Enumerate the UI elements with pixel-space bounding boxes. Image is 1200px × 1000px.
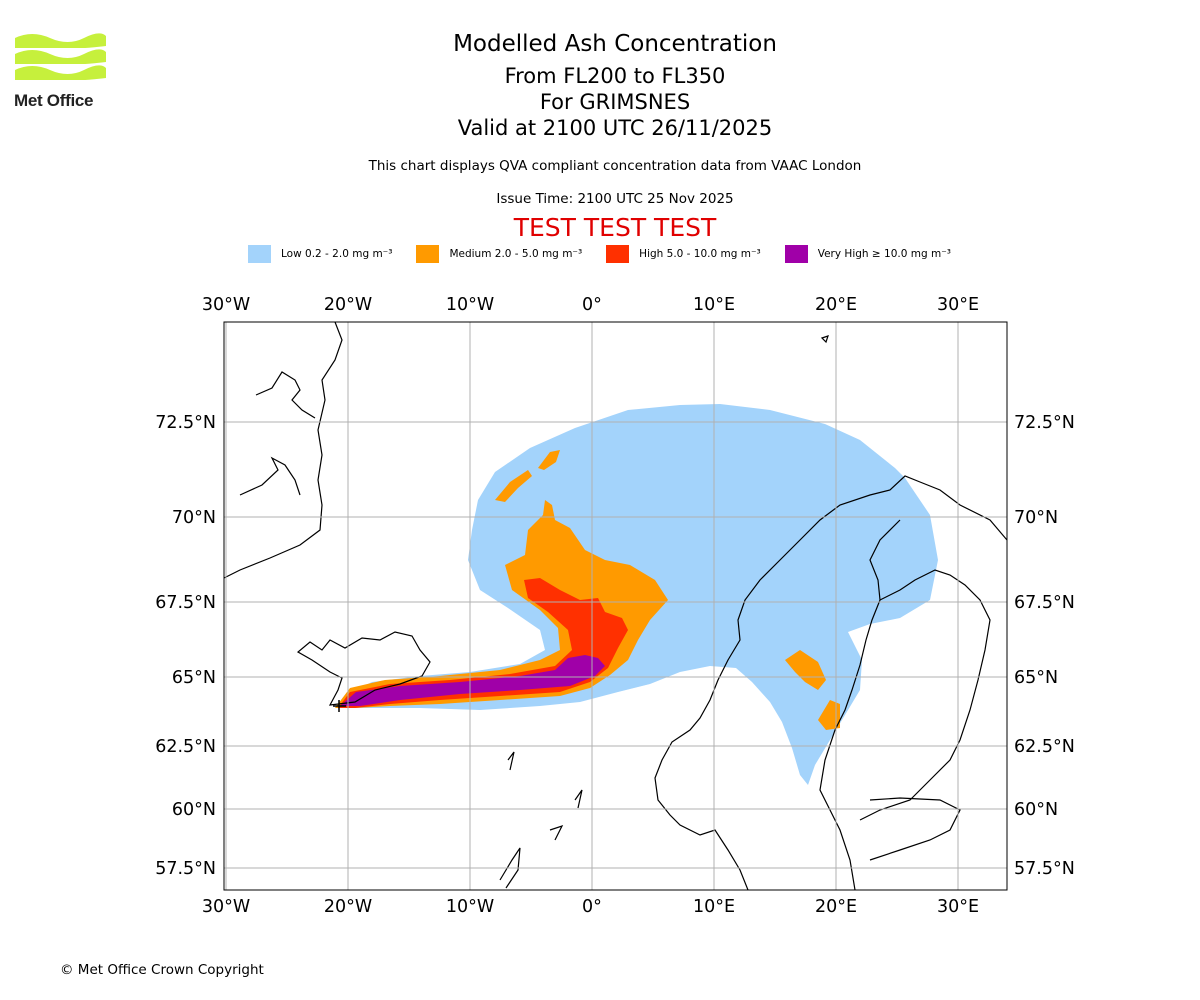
graticule — [224, 322, 1007, 890]
legend-swatch-high — [606, 245, 630, 263]
met-office-logo-icon — [15, 33, 106, 80]
volcano-marker-icon — [333, 700, 346, 712]
legend-label-low: Low 0.2 - 2.0 mg m⁻³ — [281, 248, 393, 260]
lon-tick-bottom-20w: 20°W — [324, 897, 372, 917]
coastlines — [224, 322, 1007, 890]
legend-label-medium: Medium 2.0 - 5.0 mg m⁻³ — [449, 248, 583, 260]
lon-tick-top-20e: 20°E — [815, 295, 857, 315]
lon-tick-bottom-30e: 30°E — [937, 897, 979, 917]
copyright-notice: © Met Office Crown Copyright — [60, 962, 264, 978]
lon-tick-top-30w: 30°W — [202, 295, 250, 315]
lat-tick-right-57-5n: 57.5°N — [1014, 859, 1075, 879]
lon-tick-top-30e: 30°E — [937, 295, 979, 315]
lat-tick-left-72-5n: 72.5°N — [155, 413, 216, 433]
lat-tick-right-70n: 70°N — [1014, 508, 1058, 528]
lon-tick-bottom-10w: 10°W — [446, 897, 494, 917]
subtitle: This chart displays QVA compliant concen… — [368, 158, 862, 174]
lon-tick-bottom-30w: 30°W — [202, 897, 250, 917]
lon-tick-top-0: 0° — [582, 295, 602, 315]
chart-title: Modelled Ash Concentration — [453, 31, 777, 57]
lat-tick-right-72-5n: 72.5°N — [1014, 413, 1075, 433]
lon-tick-bottom-10e: 10°E — [693, 897, 735, 917]
lat-tick-left-57-5n: 57.5°N — [155, 859, 216, 879]
lon-tick-top-10e: 10°E — [693, 295, 735, 315]
legend-label-very-high: Very High ≥ 10.0 mg m⁻³ — [817, 248, 951, 260]
flight-levels: From FL200 to FL350 — [504, 64, 726, 88]
legend-label-high: High 5.0 - 10.0 mg m⁻³ — [639, 248, 761, 260]
volcano-name: For GRIMSNES — [539, 90, 691, 114]
ash-medium-patch-sweden2 — [818, 700, 840, 730]
legend: Low 0.2 - 2.0 mg m⁻³ Medium 2.0 - 5.0 mg… — [248, 244, 975, 264]
lon-tick-top-10w: 10°W — [446, 295, 494, 315]
lat-tick-left-60n: 60°N — [172, 800, 216, 820]
lat-tick-right-67-5n: 67.5°N — [1014, 593, 1075, 613]
map-frame — [223, 321, 1008, 891]
lon-tick-top-20w: 20°W — [324, 295, 372, 315]
lat-tick-right-62-5n: 62.5°N — [1014, 737, 1075, 757]
lon-tick-bottom-20e: 20°E — [815, 897, 857, 917]
issue-time: Issue Time: 2100 UTC 25 Nov 2025 — [496, 191, 734, 207]
test-banner: TEST TEST TEST — [513, 213, 717, 242]
lat-tick-left-65n: 65°N — [172, 668, 216, 688]
legend-swatch-very-high — [784, 245, 808, 263]
ash-very-high-region — [340, 655, 605, 706]
legend-swatch-low — [248, 245, 271, 263]
legend-swatch-medium — [416, 245, 440, 263]
lat-tick-left-62-5n: 62.5°N — [155, 737, 216, 757]
valid-time: Valid at 2100 UTC 26/11/2025 — [457, 116, 773, 140]
lat-tick-right-60n: 60°N — [1014, 800, 1058, 820]
lat-tick-right-65n: 65°N — [1014, 668, 1058, 688]
ash-medium-patch-north — [495, 470, 532, 502]
ash-medium-patch-sweden — [785, 650, 826, 690]
lon-tick-bottom-0: 0° — [582, 897, 602, 917]
ash-medium-patch-north2 — [538, 450, 560, 470]
lat-tick-left-67-5n: 67.5°N — [155, 593, 216, 613]
logo-text: Met Office — [14, 91, 94, 110]
lat-tick-left-70n: 70°N — [172, 508, 216, 528]
